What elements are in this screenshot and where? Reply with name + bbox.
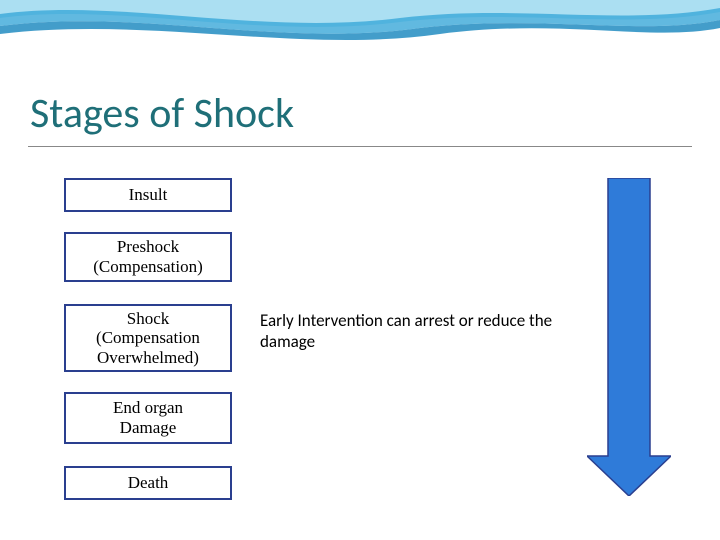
stage-label: Death [128, 473, 169, 493]
stage-box-insult: Insult [64, 178, 232, 212]
stage-box-shock: Shock(CompensationOverwhelmed) [64, 304, 232, 372]
progression-arrow [587, 178, 671, 496]
intervention-note: Early Intervention can arrest or reduce … [260, 310, 560, 353]
stage-label: Shock(CompensationOverwhelmed) [96, 309, 200, 368]
wave-header-decoration [0, 0, 720, 65]
note-text-content: Early Intervention can arrest or reduce … [260, 310, 552, 352]
stage-box-preshock: Preshock(Compensation) [64, 232, 232, 282]
stage-label: Preshock(Compensation) [93, 237, 203, 276]
stage-label: End organDamage [113, 398, 183, 437]
page-title: Stages of Shock [30, 88, 294, 139]
stage-label: Insult [129, 185, 168, 205]
stage-box-end-organ-damage: End organDamage [64, 392, 232, 444]
title-underline [28, 146, 692, 147]
arrow-down-icon [587, 178, 671, 496]
stage-box-death: Death [64, 466, 232, 500]
